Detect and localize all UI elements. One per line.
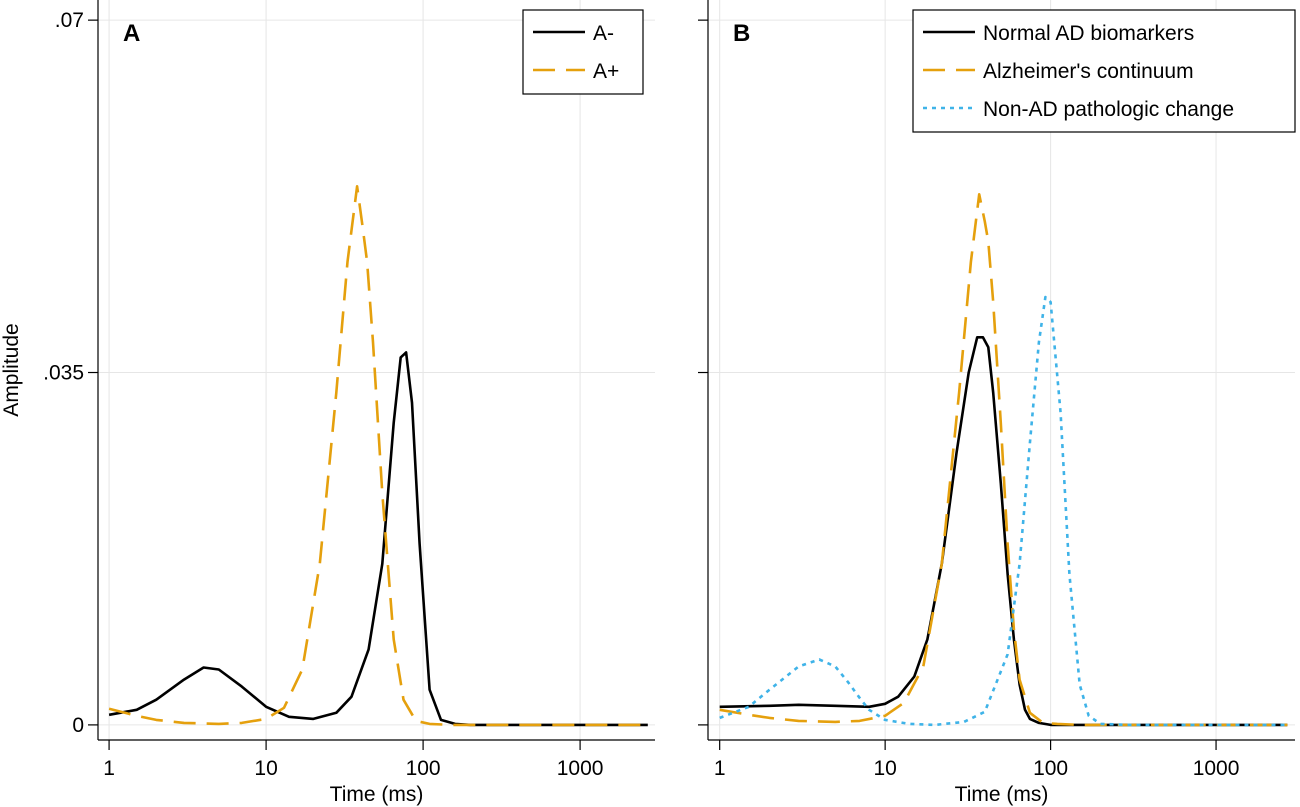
x-tick-label: 1000 (557, 757, 604, 780)
y-tick-label: .07 (55, 9, 84, 32)
y-axis-title: Amplitude (0, 323, 23, 416)
x-axis-title: Time (ms) (330, 783, 424, 806)
legend-label-a: A- (593, 22, 614, 45)
legend-box (522, 9, 644, 95)
series-line-normal-ad-biomarkers (719, 336, 1288, 727)
legend-label-normal-ad-biomarkers: Normal AD biomarkers (983, 22, 1194, 45)
panel-label: B (733, 20, 750, 47)
panel-b: 1 10 100 1000 Time (ms) B Normal AD biomarkers… (698, 0, 1296, 806)
x-axis-title: Time (ms) (955, 783, 1049, 806)
x-tick-label: 1000 (1193, 757, 1240, 780)
x-tick-label: 1 (714, 757, 726, 780)
x-tick-label: 10 (873, 757, 896, 780)
series-line-alzheimer-s-continuum (719, 193, 1288, 727)
x-tick-label: 100 (1033, 757, 1068, 780)
legend-label-non-ad-pathologic-change: Non-AD pathologic change (983, 98, 1234, 121)
legend-label-alzheimer-s-continuum: Alzheimer's continuum (983, 60, 1194, 83)
y-tick-label: .035 (43, 362, 84, 385)
legend-label-a: A+ (593, 60, 619, 83)
panel-a: 1 10 100 1000 0 .035 .07 Time (ms) Amplitude A A- A… (0, 0, 655, 806)
x-tick-label: 100 (406, 757, 441, 780)
series-line-a (108, 351, 648, 727)
panel-label: A (123, 20, 140, 47)
x-tick-label: 10 (254, 757, 277, 780)
series-line-a (108, 185, 648, 727)
legend-box (912, 9, 1296, 133)
y-tick-label: 0 (72, 714, 84, 737)
x-tick-label: 1 (103, 757, 115, 780)
